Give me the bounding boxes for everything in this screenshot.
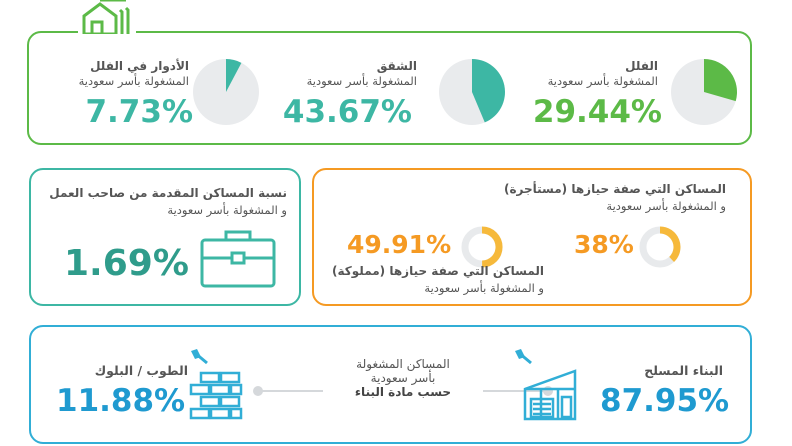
- villas-pie-slice: [704, 59, 737, 102]
- apartments-title: الشقق: [376, 59, 417, 73]
- concrete-title: البناء المسلح: [644, 363, 723, 378]
- brick-wall-icon: [187, 349, 245, 425]
- center-line-3: حسب مادة البناء: [354, 385, 452, 399]
- apartments-percent: 43.67%: [282, 94, 412, 130]
- house-icon: [78, 0, 136, 36]
- rented-donut-chart: [639, 226, 681, 268]
- rented-subtitle: و المشغولة بأسر سعودية: [606, 199, 726, 213]
- dwelling-type-panel: [27, 31, 752, 145]
- villa-floors-pie-chart: [193, 59, 259, 125]
- rented-percent: 38%: [574, 230, 634, 259]
- villas-percent: 29.44%: [532, 94, 662, 130]
- owned-donut-chart: [461, 226, 503, 268]
- villas-title: الفلل: [625, 59, 658, 73]
- employer-title: نسبة المساكن المقدمة من صاحب العمل: [49, 186, 287, 200]
- villas-stat: الفلل المشغولة بأسر سعودية 29.44%: [498, 32, 738, 142]
- tenure-panel: المساكن التي صفة حيازها (مستأجرة) و المش…: [312, 168, 752, 306]
- employer-subtitle: و المشغولة بأسر سعودية: [167, 203, 287, 217]
- apartments-pie-slice: [472, 59, 505, 123]
- villa-floors-pie-slice: [226, 59, 242, 92]
- rented-donut-arc: [659, 226, 681, 262]
- villas-subtitle: المشغولة بأسر سعودية: [547, 74, 658, 88]
- brick-percent: 11.88%: [56, 383, 186, 419]
- brick-title: الطوب / البلوك: [94, 363, 188, 378]
- villa-floors-subtitle: المشغولة بأسر سعودية: [78, 74, 189, 88]
- villa-floors-title: الأدوار في الفلل: [90, 59, 189, 73]
- connector-dot-left: [253, 386, 263, 396]
- owned-percent: 49.91%: [347, 230, 452, 259]
- owned-donut-arc: [481, 226, 503, 268]
- villas-pie-chart: [671, 59, 737, 125]
- connector-dot-right: [543, 386, 553, 396]
- apartments-pie-chart: [439, 59, 505, 125]
- apartments-subtitle: المشغولة بأسر سعودية: [306, 74, 417, 88]
- employer-provided-panel: نسبة المساكن المقدمة من صاحب العمل و الم…: [29, 168, 301, 306]
- owned-title: المساكن التي صفة حيازها (مملوكة): [332, 264, 544, 278]
- center-line-2: بأسر سعودية: [370, 371, 436, 385]
- building-material-panel: الطوب / البلوك 11.88% المساكن المشغولة ب…: [29, 325, 752, 444]
- rented-title: المساكن التي صفة حيازها (مستأجرة): [503, 182, 726, 196]
- reinforced-building-icon: [513, 349, 583, 425]
- villa-floors-stat: الأدوار في الفلل المشغولة بأسر سعودية 7.…: [30, 32, 270, 142]
- employer-percent: 1.69%: [64, 243, 189, 284]
- briefcase-icon: [199, 228, 277, 294]
- center-line-1: المساكن المشغولة: [356, 357, 450, 371]
- apartments-stat: الشقق المشغولة بأسر سعودية 43.67%: [258, 32, 505, 142]
- concrete-percent: 87.95%: [600, 383, 730, 419]
- villa-floors-percent: 7.73%: [85, 94, 193, 130]
- center-label: المساكن المشغولة بأسر سعودية حسب مادة ال…: [323, 357, 483, 419]
- owned-subtitle: و المشغولة بأسر سعودية: [424, 281, 544, 295]
